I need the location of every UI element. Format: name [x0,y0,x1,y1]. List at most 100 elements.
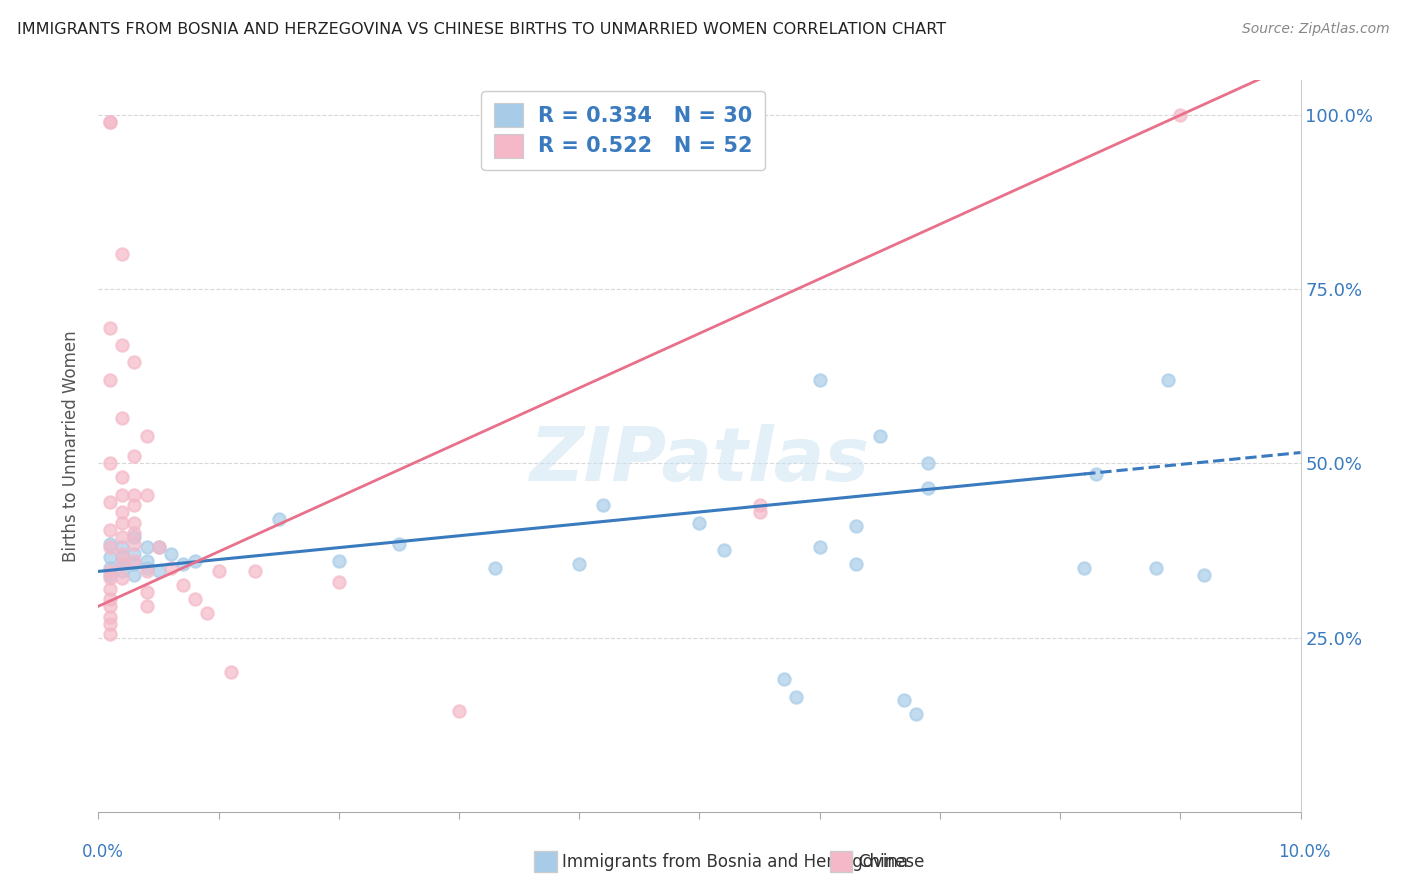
Point [1073,561,1095,575]
Point [111,558,134,572]
Point [100,457,122,471]
Point [845,558,868,572]
Point [785,690,807,704]
Point [111,516,134,530]
Point [124,516,146,530]
Point [100,627,122,641]
Point [100,115,122,129]
Point [893,693,915,707]
Point [124,488,146,502]
Point [869,428,891,442]
Point [100,609,122,624]
Point [124,554,146,568]
Text: Chinese: Chinese [858,853,924,871]
Point [845,519,868,533]
Point [111,488,134,502]
Point [124,450,146,464]
Point [808,540,831,554]
Point [100,115,122,129]
Point [111,540,134,554]
Point [100,565,122,579]
Point [748,498,770,512]
Point [100,561,122,575]
Point [208,565,231,579]
Point [111,505,134,519]
Point [100,320,122,334]
Point [183,554,205,568]
Point [568,558,591,572]
Point [195,606,218,620]
Point [592,498,614,512]
Point [183,592,205,607]
Point [135,561,157,575]
Point [388,536,411,550]
Text: 10.0%: 10.0% [1278,843,1331,861]
Point [219,665,242,680]
Point [447,704,470,718]
Point [100,599,122,614]
Legend: R = 0.334   N = 30, R = 0.522   N = 52: R = 0.334 N = 30, R = 0.522 N = 52 [481,91,765,170]
Point [124,536,146,550]
Point [689,516,711,530]
Point [1157,373,1180,387]
Point [124,567,146,582]
Point [148,565,170,579]
Point [111,547,134,561]
Point [808,373,831,387]
Point [1194,567,1216,582]
Point [904,707,927,722]
Point [124,355,146,369]
Point [135,554,157,568]
Point [135,540,157,554]
Point [100,571,122,585]
Point [100,567,122,582]
Point [111,411,134,425]
Point [159,561,181,575]
Point [1170,108,1192,122]
Point [100,536,122,550]
Point [100,582,122,596]
Point [111,565,134,579]
Point [100,540,122,554]
Text: Immigrants from Bosnia and Herzegovina: Immigrants from Bosnia and Herzegovina [562,853,908,871]
Point [328,554,350,568]
Point [328,574,350,589]
Point [100,494,122,508]
Point [124,558,146,572]
Point [100,373,122,387]
Point [135,599,157,614]
Point [148,540,170,554]
Point [713,543,735,558]
Point [100,616,122,631]
Text: Source: ZipAtlas.com: Source: ZipAtlas.com [1241,22,1389,37]
Point [111,338,134,352]
Point [243,565,266,579]
Point [124,530,146,544]
Point [111,247,134,261]
Point [135,488,157,502]
Point [111,558,134,572]
Point [135,428,157,442]
Text: IMMIGRANTS FROM BOSNIA AND HERZEGOVINA VS CHINESE BIRTHS TO UNMARRIED WOMEN CORR: IMMIGRANTS FROM BOSNIA AND HERZEGOVINA V… [17,22,946,37]
Point [111,470,134,484]
Point [111,530,134,544]
Point [484,561,506,575]
Point [172,578,194,592]
Point [124,547,146,561]
Point [917,457,939,471]
Point [111,571,134,585]
Point [124,498,146,512]
Point [1144,561,1167,575]
Point [172,558,194,572]
Point [135,585,157,599]
Point [148,540,170,554]
Point [917,481,939,495]
Point [772,673,794,687]
Text: ZIPatlas: ZIPatlas [530,424,869,497]
Y-axis label: Births to Unmarried Women: Births to Unmarried Women [62,330,80,562]
Point [159,547,181,561]
Point [135,565,157,579]
Point [100,592,122,607]
Point [124,526,146,541]
Text: 0.0%: 0.0% [82,843,124,861]
